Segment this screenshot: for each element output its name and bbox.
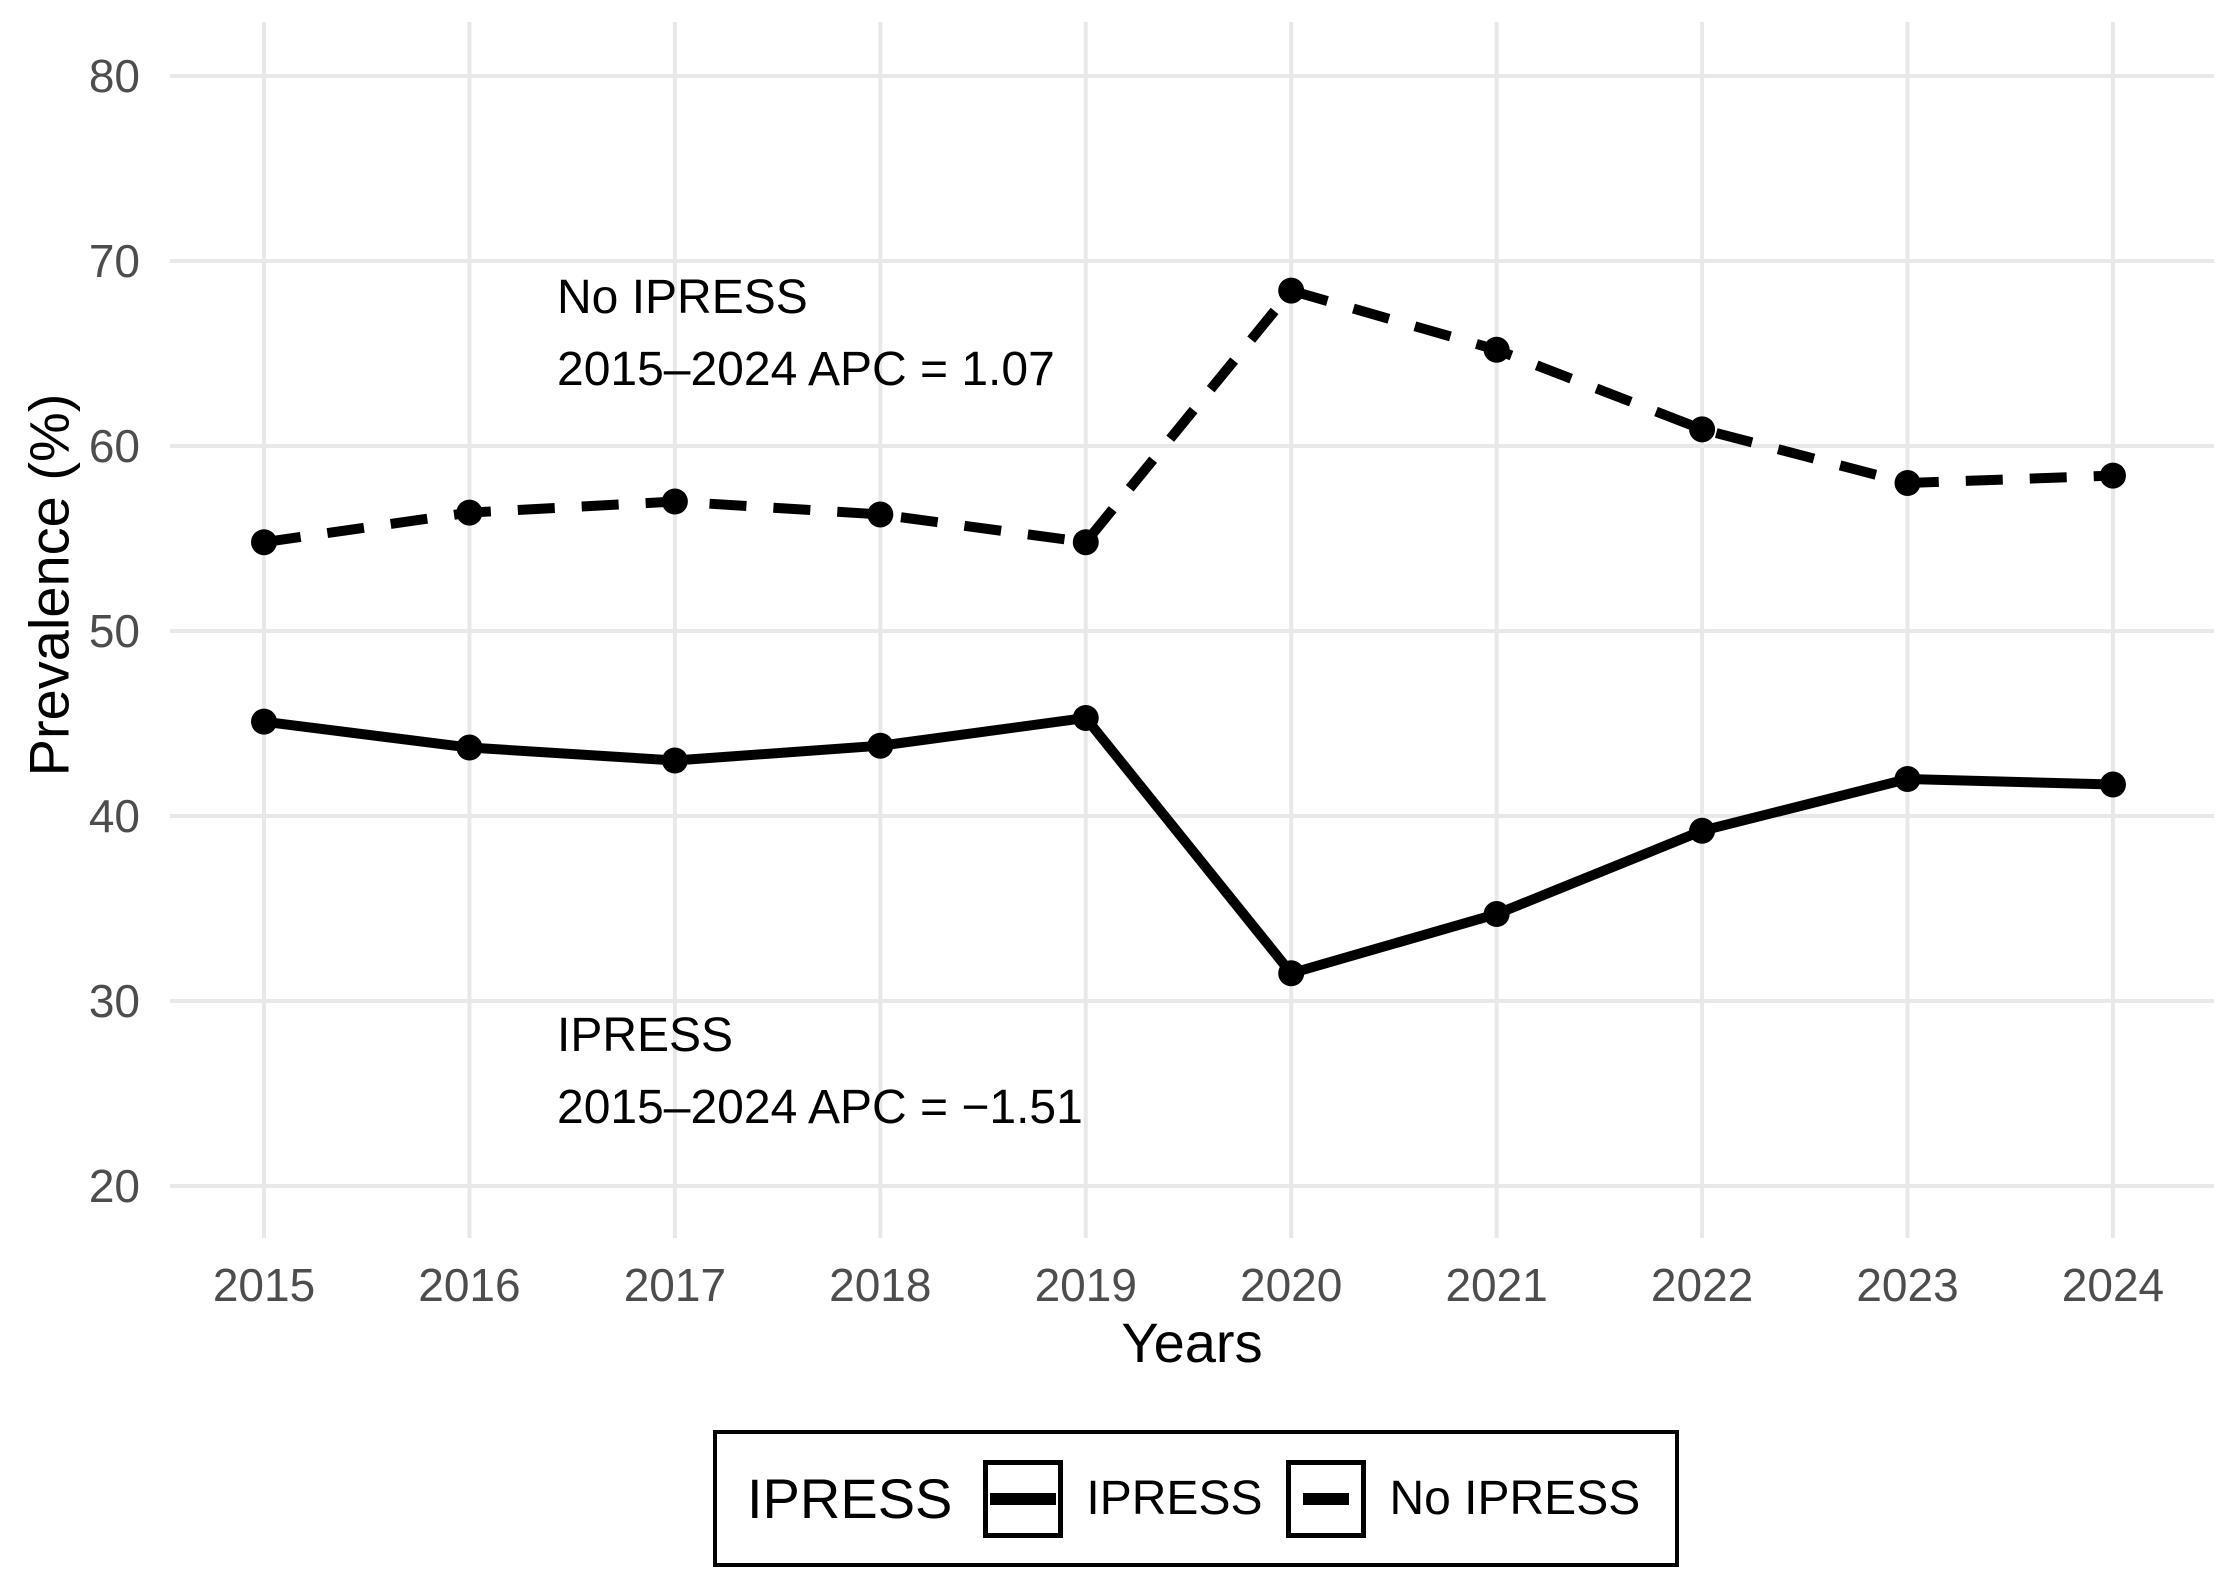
annotation-no-ipress: No IPRESS 2015–2024 APC = 1.07: [557, 262, 1055, 406]
data-point-ipress-2016: [456, 734, 483, 761]
series-line-ipress: [263, 712, 2114, 979]
solid-line-sample-icon: [990, 1492, 1057, 1505]
data-point-no-ipress-2017: [661, 488, 688, 515]
data-point-no-ipress-2016: [456, 499, 483, 526]
y-tick-label: 30: [89, 975, 140, 1027]
data-point-no-ipress-2019: [1072, 529, 1099, 556]
x-tick-label: 2017: [624, 1259, 726, 1311]
data-point-ipress-2020: [1278, 960, 1305, 987]
legend-label-no-ipress: No IPRESS: [1389, 1472, 1641, 1525]
y-tick-label: 70: [89, 235, 140, 287]
annotation-no-ipress-apc: 2015–2024 APC = 1.07: [557, 343, 1055, 396]
legend-key-solid: [983, 1459, 1064, 1538]
data-point-ipress-2022: [1689, 817, 1716, 844]
data-point-no-ipress-2021: [1483, 336, 1510, 363]
data-point-ipress-2021: [1483, 901, 1510, 928]
data-point-ipress-2015: [251, 708, 277, 735]
data-point-no-ipress-2018: [867, 501, 894, 528]
data-point-no-ipress-2022: [1689, 416, 1716, 443]
data-point-no-ipress-2020: [1278, 277, 1305, 304]
legend-item-ipress: IPRESS: [983, 1459, 1286, 1538]
legend-item-no-ipress: No IPRESS: [1286, 1459, 1641, 1538]
x-axis-title: Years: [1121, 1311, 1263, 1374]
annotation-no-ipress-name: No IPRESS: [557, 271, 808, 324]
x-tick-label: 2023: [1856, 1259, 1958, 1311]
data-point-no-ipress-2024: [2099, 462, 2126, 489]
annotation-ipress-apc: 2015–2024 APC = −1.51: [557, 1081, 1083, 1134]
data-point-ipress-2019: [1072, 704, 1099, 731]
legend-label-ipress: IPRESS: [1086, 1472, 1263, 1525]
y-tick-label: 80: [89, 50, 140, 102]
data-point-ipress-2024: [2099, 771, 2126, 798]
y-tick-label: 50: [89, 605, 140, 657]
data-point-ipress-2017: [661, 747, 688, 774]
data-point-ipress-2018: [867, 732, 894, 759]
x-tick-label: 2019: [1035, 1259, 1137, 1311]
data-point-no-ipress-2015: [251, 529, 277, 556]
annotation-ipress: IPRESS 2015–2024 APC = −1.51: [557, 1000, 1083, 1144]
y-tick-label: 40: [89, 790, 140, 842]
x-tick-label: 2015: [213, 1259, 315, 1311]
annotation-ipress-name: IPRESS: [557, 1009, 734, 1062]
y-axis-title: Prevalence (%): [17, 393, 81, 777]
y-tick-label: 20: [89, 1160, 140, 1212]
y-tick-label: 60: [89, 420, 140, 472]
x-tick-label: 2016: [418, 1259, 520, 1311]
legend-key-dashed: [1286, 1459, 1367, 1538]
x-tick-label: 2022: [1651, 1259, 1753, 1311]
series-line-no-ipress: [263, 284, 2114, 548]
x-tick-label: 2024: [2062, 1259, 2164, 1311]
x-tick-label: 2018: [829, 1259, 931, 1311]
data-point-no-ipress-2023: [1894, 470, 1921, 496]
data-point-ipress-2023: [1894, 766, 1921, 792]
x-tick-label: 2020: [1240, 1259, 1342, 1311]
legend-title: IPRESS: [747, 1467, 953, 1530]
dashed-line-sample-icon: [1303, 1492, 1350, 1505]
x-tick-label: 2021: [1445, 1259, 1547, 1311]
legend: IPRESS IPRESS No IPRESS: [713, 1430, 1679, 1567]
